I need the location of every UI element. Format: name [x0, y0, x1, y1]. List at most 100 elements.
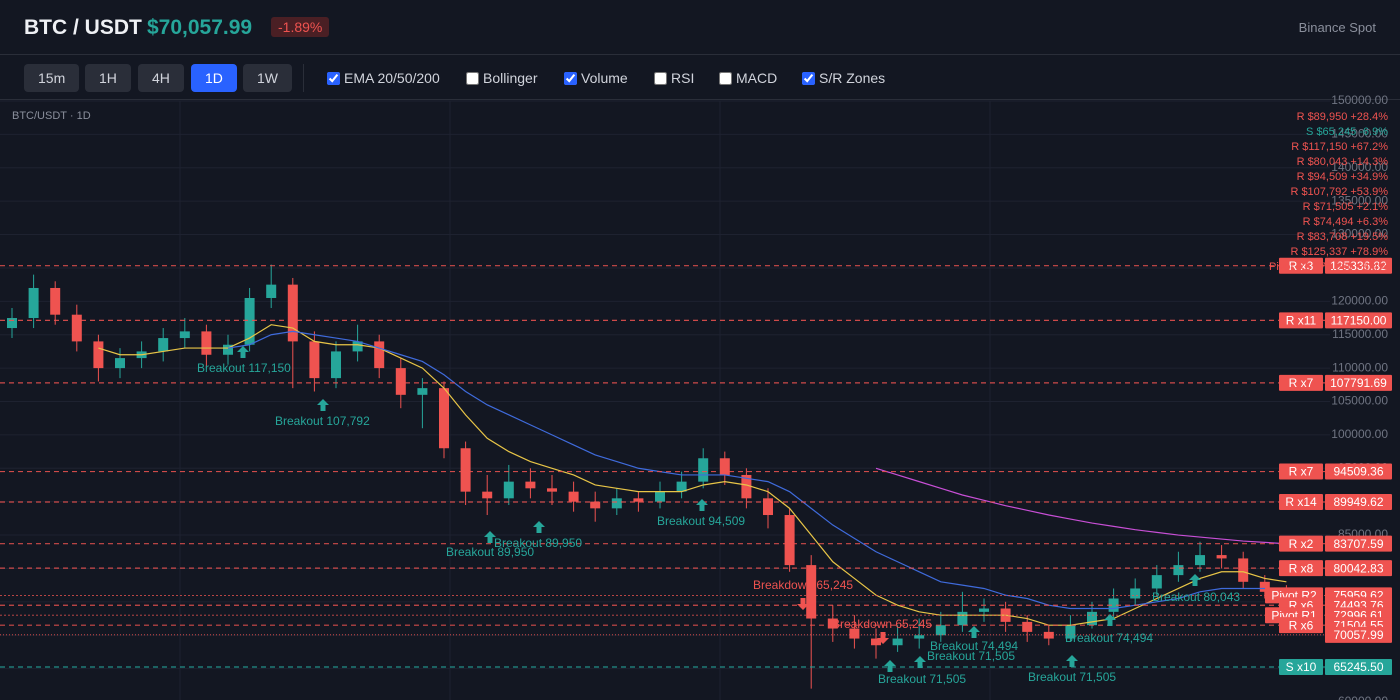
y-tick-label: 120000.00	[1331, 294, 1388, 308]
ema-line	[98, 324, 1287, 626]
checkbox[interactable]	[654, 71, 667, 85]
signal-label: Breakout 80,043	[1152, 590, 1240, 604]
candle-body	[590, 501, 601, 509]
indicator-toggle[interactable]: EMA 20/50/200	[327, 70, 440, 86]
candle-body	[460, 448, 471, 492]
candle-body	[914, 635, 925, 639]
candle-body	[179, 331, 190, 339]
indicator-toggle[interactable]: S/R Zones	[802, 70, 885, 86]
level-summary: R $107,792 +53.9%	[1290, 186, 1388, 198]
candle-body	[1065, 625, 1076, 639]
candle-body	[611, 498, 622, 509]
interval-button[interactable]: 1D	[191, 64, 237, 92]
level-summary: R $83,708 +19.5%	[1297, 231, 1389, 243]
candle-body	[28, 287, 39, 319]
sr-label: R x6	[1289, 618, 1314, 632]
candle-body	[741, 474, 752, 499]
sr-label: R x2	[1289, 537, 1314, 551]
checkbox[interactable]	[564, 71, 577, 85]
signal-label: Breakout 89,950	[446, 545, 534, 559]
interval-button[interactable]: 15m	[24, 64, 80, 92]
signal-arrow	[797, 598, 809, 610]
candle-body	[482, 491, 493, 499]
sr-label-bg	[1279, 617, 1323, 634]
interval-button[interactable]: 4H	[138, 64, 184, 92]
level-summary: R $89,950 +28.4%	[1297, 111, 1389, 123]
candle-body	[115, 358, 125, 369]
checkbox[interactable]	[802, 71, 815, 85]
y-tick-label: 60000.00	[1338, 694, 1388, 700]
candle-body	[849, 628, 860, 639]
current-price-bg	[1325, 626, 1392, 643]
sr-label: R x3	[1289, 259, 1314, 273]
y-tick-label: 135000.00	[1331, 193, 1388, 207]
indicator-toggle[interactable]: RSI	[654, 70, 694, 86]
checkbox[interactable]	[466, 71, 479, 85]
candle-body	[331, 351, 341, 379]
sr-price-bg	[1325, 535, 1392, 552]
toggle-label: Bollinger	[483, 70, 538, 86]
candle-body	[676, 481, 687, 492]
ema-line	[875, 467, 1287, 545]
toggle-label: RSI	[671, 70, 695, 86]
candle-body	[309, 341, 320, 379]
signal-arrow	[1189, 574, 1201, 586]
signal-label: Breakout 71,505	[927, 649, 1015, 663]
checkbox[interactable]	[327, 71, 340, 85]
signal-arrow	[533, 521, 545, 533]
signal-label: Breakout 117,150	[197, 361, 291, 375]
candle-body	[374, 341, 385, 369]
toggle-label: Volume	[581, 70, 628, 86]
candle-body	[655, 491, 665, 502]
indicator-toggle[interactable]: Volume	[564, 70, 628, 86]
candle-body	[525, 481, 536, 489]
candle-body	[784, 515, 795, 566]
signal-label: Breakout 71,505	[1028, 670, 1116, 684]
exchange: Binance Spot	[1298, 20, 1376, 35]
candle-body	[201, 331, 212, 355]
toggle-label: S/R Zones	[819, 70, 886, 86]
change-badge: -1.89%	[271, 17, 330, 37]
checkbox[interactable]	[719, 71, 732, 85]
signal-arrow	[914, 656, 926, 668]
sr-price: 65245.50	[1333, 660, 1383, 674]
level-summary: Pivot R2 $75,960 +8.4%	[1269, 261, 1388, 273]
candle-body	[698, 458, 709, 482]
sr-label-bg	[1279, 494, 1323, 511]
signal-label: Breakout 71,505	[878, 672, 966, 686]
level-summary: R $71,505 +2.1%	[1303, 201, 1389, 213]
level-summary: R $74,494 +6.3%	[1303, 216, 1389, 228]
signal-arrow	[237, 346, 249, 358]
interval-button[interactable]: 1H	[85, 64, 131, 92]
sr-price: 125336.82	[1330, 259, 1387, 273]
candle-body	[50, 287, 61, 315]
toggle-label: EMA 20/50/200	[344, 70, 440, 86]
candle-body	[1151, 575, 1162, 589]
candle-body	[1238, 558, 1249, 582]
header: BTC / USDT $70,057.99 -1.89% Binance Spo…	[0, 0, 1400, 55]
sr-price-bg	[1325, 257, 1392, 274]
sr-label-bg	[1279, 560, 1323, 577]
sr-price: 117150.00	[1331, 314, 1387, 328]
signal-label: Breakout 74,494	[1065, 631, 1153, 645]
y-tick-label: 105000.00	[1331, 394, 1388, 408]
indicator-toggle[interactable]: Bollinger	[466, 70, 537, 86]
interval-button[interactable]: 1W	[243, 64, 292, 92]
candle-body	[7, 318, 17, 329]
signal-label: Breakout 74,494	[930, 639, 1018, 653]
candle-body	[806, 565, 817, 619]
indicator-toggle[interactable]: MACD	[719, 70, 777, 86]
candle-body	[935, 625, 946, 636]
candle-body	[503, 481, 514, 499]
sr-price-bg	[1325, 312, 1392, 329]
candle-body	[633, 498, 644, 502]
signal-label: Breakout 89,950	[494, 536, 582, 550]
y-tick-label: 110000.00	[1332, 360, 1388, 374]
signal-arrow	[696, 499, 708, 511]
candle-body	[287, 284, 298, 342]
candle-body	[719, 458, 730, 475]
candle-body	[957, 611, 968, 626]
sr-price-bg	[1325, 560, 1392, 577]
candle-body	[1130, 588, 1141, 599]
